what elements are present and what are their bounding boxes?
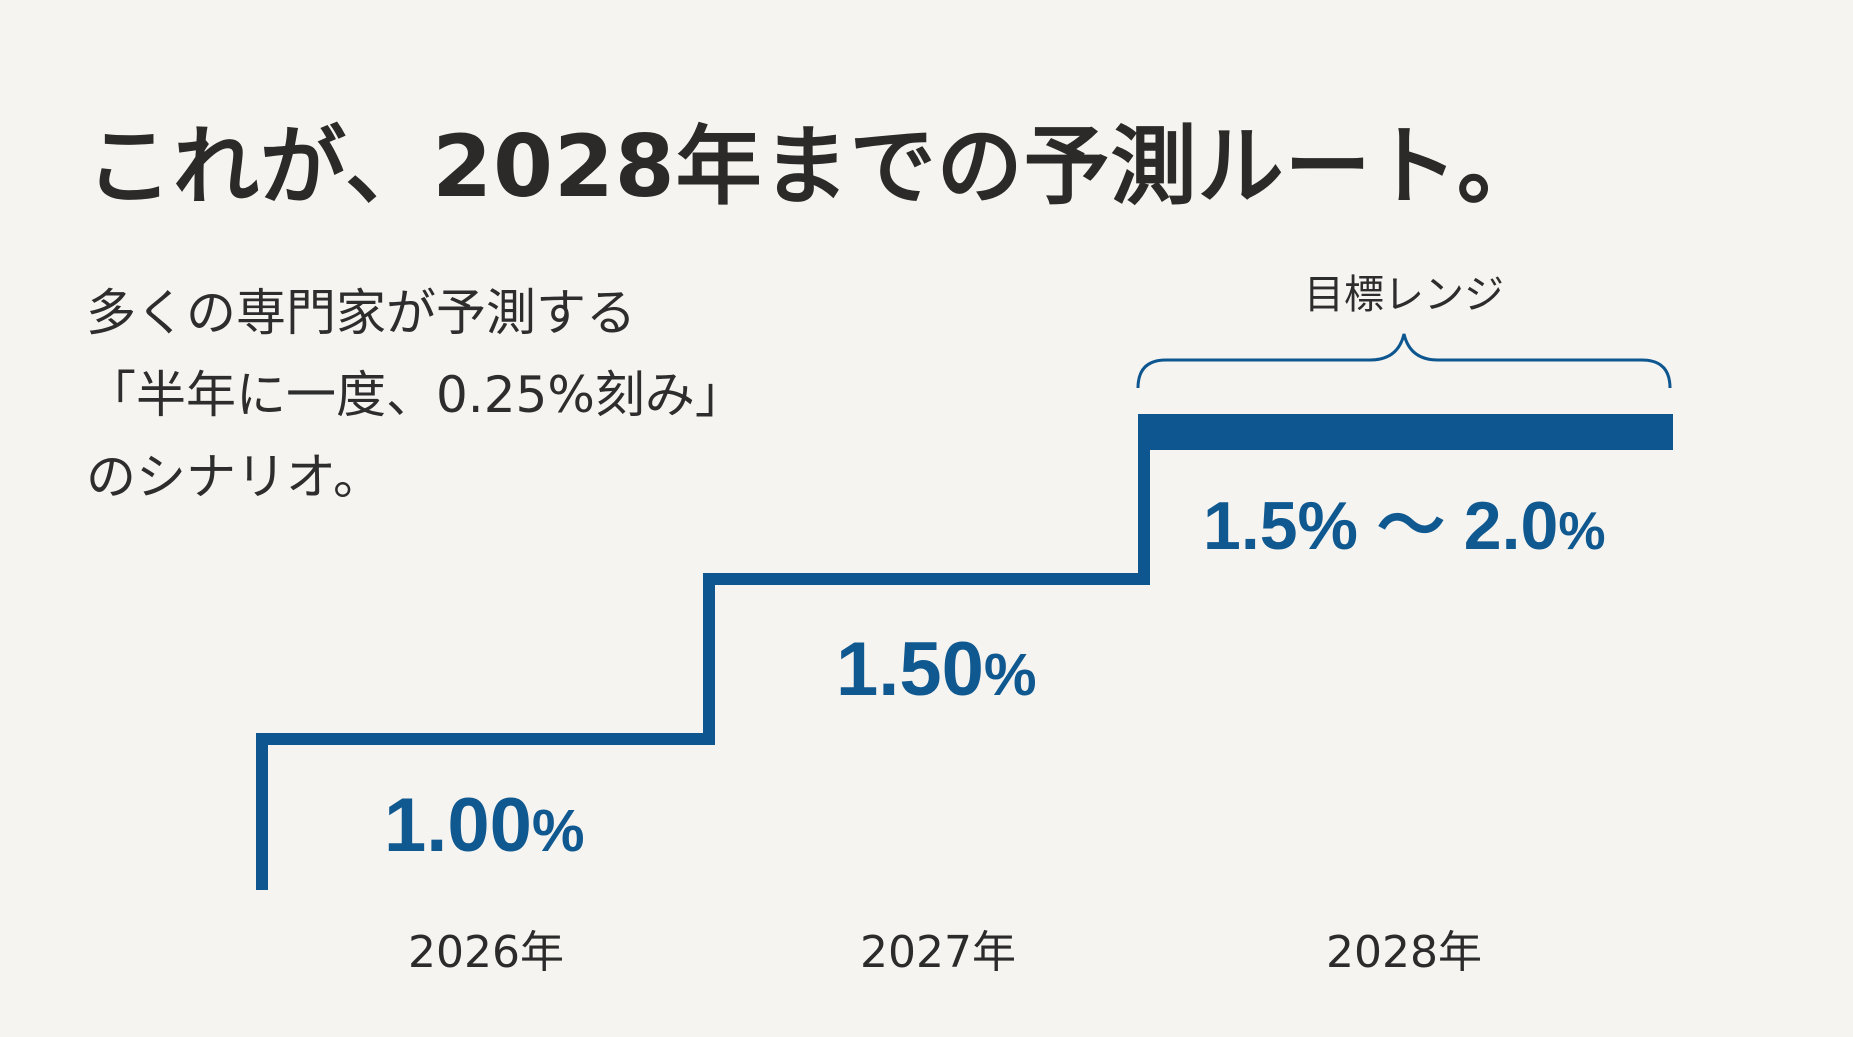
slide-subtitle: 多くの専門家が予測する 「半年に一度、0.25%刻み」 のシナリオ。 bbox=[86, 272, 745, 518]
value-number: 1.00 bbox=[384, 783, 532, 868]
slide-title: これが、2028年までの予測ルート。 bbox=[86, 117, 1544, 217]
value-label-2027: 1.50% bbox=[836, 626, 1037, 713]
subtitle-line-3: のシナリオ。 bbox=[86, 448, 383, 506]
x-tick-2028: 2028年 bbox=[1326, 927, 1482, 978]
value-label-2028: 1.5% ～ 2.0% bbox=[1203, 470, 1605, 569]
value-unit: % bbox=[983, 641, 1037, 708]
x-tick-2026: 2026年 bbox=[408, 927, 564, 978]
x-tick-2027: 2027年 bbox=[860, 927, 1016, 978]
target-range-caption: 目標レンジ bbox=[1304, 272, 1504, 318]
subtitle-line-1: 多くの専門家が予測する bbox=[86, 284, 636, 342]
target-range-bar bbox=[1138, 414, 1673, 450]
value-number: 1.5% ～ 2.0 bbox=[1203, 488, 1559, 564]
value-number: 1.50 bbox=[836, 627, 984, 712]
step-line bbox=[256, 432, 1150, 890]
value-unit: % bbox=[1558, 502, 1606, 561]
value-label-2026: 1.00% bbox=[384, 782, 585, 869]
range-brace-icon bbox=[1136, 333, 1672, 389]
value-unit: % bbox=[531, 797, 585, 864]
subtitle-line-2: 「半年に一度、0.25%刻み」 bbox=[86, 366, 745, 424]
